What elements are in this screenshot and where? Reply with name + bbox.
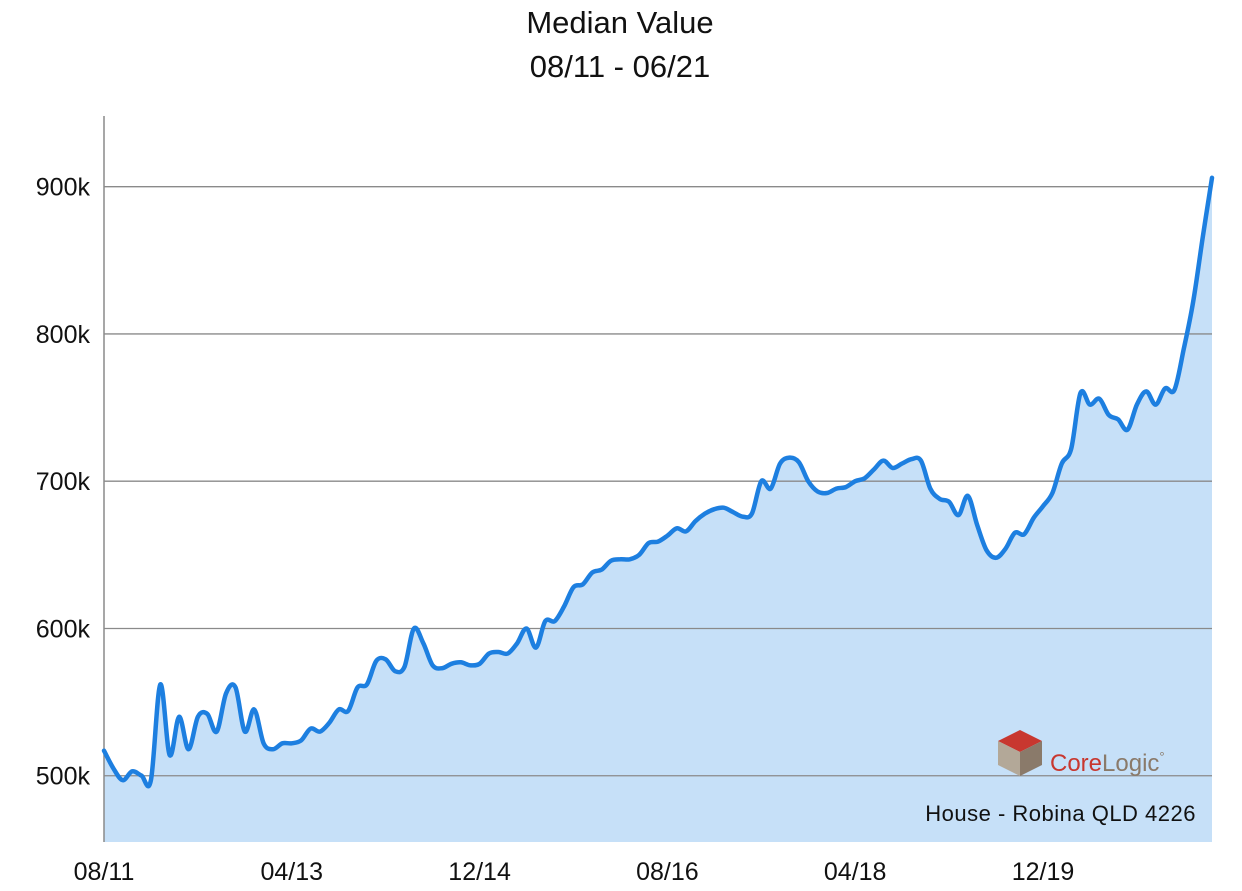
- corelogic-logo: CoreLogic°: [998, 730, 1165, 777]
- x-tick-label: 08/16: [636, 858, 699, 886]
- chart-title: Median Value: [526, 5, 713, 40]
- x-tick-label: 08/11: [74, 858, 135, 886]
- x-tick-label: 04/18: [824, 858, 887, 886]
- chart-caption: House - Robina QLD 4226: [925, 801, 1196, 826]
- y-tick-label: 900k: [36, 174, 91, 202]
- y-axis-ticks: 500k 600k 700k 800k 900k: [36, 174, 91, 791]
- logo-cube-right: [1020, 741, 1042, 776]
- x-axis-ticks: 08/11 04/13 12/14 08/16 04/18 12/19: [74, 858, 1075, 886]
- gridlines: [104, 186, 1212, 777]
- x-tick-label: 12/14: [448, 858, 511, 886]
- area-fill: [104, 177, 1212, 843]
- logo-wordmark-mark: °: [1159, 749, 1164, 764]
- y-tick-label: 800k: [36, 321, 91, 349]
- logo-wordmark-logic: Logic: [1102, 750, 1159, 777]
- series-line: [101, 175, 1215, 789]
- logo-cube-left: [998, 741, 1020, 776]
- logo-wordmark-core: Core: [1050, 750, 1102, 777]
- x-tick-label: 04/13: [261, 858, 324, 886]
- chart-subtitle: 08/11 - 06/21: [530, 49, 710, 84]
- x-tick-label: 12/19: [1012, 858, 1075, 886]
- y-tick-label: 600k: [36, 615, 91, 643]
- y-tick-label: 500k: [36, 763, 91, 791]
- y-tick-label: 700k: [36, 468, 91, 496]
- logo-wordmark: CoreLogic°: [1050, 749, 1165, 777]
- plot-area: [101, 116, 1215, 843]
